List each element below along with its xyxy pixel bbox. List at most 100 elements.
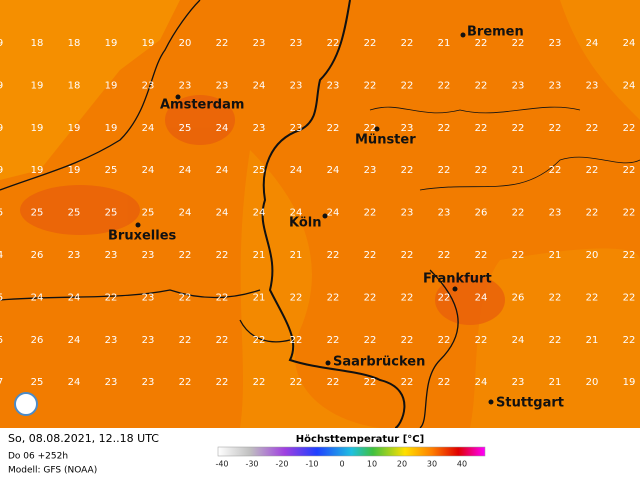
logo <box>14 392 38 416</box>
grid-value: 22 <box>253 377 266 388</box>
grid-value: 21 <box>290 250 303 261</box>
grid-value: 20 <box>179 38 192 49</box>
grid-value: 25 <box>68 208 81 219</box>
grid-value: 22 <box>253 335 266 346</box>
grid-value: 22 <box>401 38 414 49</box>
grid-value: 22 <box>290 335 303 346</box>
grid-value: 23 <box>253 38 266 49</box>
city-label: Münster <box>355 133 416 148</box>
grid-value: 23 <box>401 123 414 134</box>
grid-value: 25 <box>179 123 192 134</box>
grid-value: 22 <box>549 335 562 346</box>
grid-value: 5 <box>0 335 3 346</box>
grid-value: 23 <box>105 250 118 261</box>
grid-value: 23 <box>438 208 451 219</box>
grid-value: 23 <box>327 80 340 91</box>
grid-value: 24 <box>253 80 266 91</box>
legend-tick-label: 0 <box>339 460 344 469</box>
city-dot <box>374 126 380 132</box>
city-label: Bruxelles <box>108 229 177 244</box>
grid-value: 22 <box>475 80 488 91</box>
grid-value: 25 <box>105 165 118 176</box>
grid-value: 24 <box>623 80 636 91</box>
grid-value: 25 <box>253 165 266 176</box>
grid-value: 19 <box>105 38 118 49</box>
grid-value: 22 <box>179 292 192 303</box>
grid-value: 23 <box>216 80 229 91</box>
grid-value: 22 <box>438 377 451 388</box>
grid-value: 22 <box>475 38 488 49</box>
grid-value: 24 <box>142 165 155 176</box>
grid-value: 23 <box>142 80 155 91</box>
grid-value: 22 <box>327 335 340 346</box>
city-dot <box>488 399 494 405</box>
grid-value: 23 <box>253 123 266 134</box>
grid-value: 19 <box>68 165 81 176</box>
grid-value: 22 <box>438 250 451 261</box>
legend-title: Höchsttemperatur [°C] <box>296 434 424 445</box>
grid-value: 18 <box>68 38 81 49</box>
grid-value: 24 <box>475 292 488 303</box>
grid-value: 24 <box>290 165 303 176</box>
grid-value: 21 <box>512 165 525 176</box>
grid-value: 22 <box>327 38 340 49</box>
grid-value: 20 <box>586 250 599 261</box>
grid-value: 22 <box>586 165 599 176</box>
grid-value: 22 <box>401 335 414 346</box>
grid-value: 24 <box>142 123 155 134</box>
grid-value: 22 <box>364 292 377 303</box>
grid-value: 22 <box>512 123 525 134</box>
legend-tick-label: -40 <box>215 460 228 469</box>
grid-value: 22 <box>475 335 488 346</box>
grid-value: 21 <box>586 335 599 346</box>
grid-value: 22 <box>401 80 414 91</box>
grid-value: 22 <box>549 123 562 134</box>
city-dot <box>322 213 328 219</box>
grid-value: 19 <box>31 165 44 176</box>
grid-value: 22 <box>623 165 636 176</box>
grid-value: 24 <box>216 165 229 176</box>
grid-value: 24 <box>68 335 81 346</box>
grid-value: 24 <box>586 38 599 49</box>
grid-value: 22 <box>586 292 599 303</box>
grid-value: 24 <box>179 165 192 176</box>
grid-value: 22 <box>623 335 636 346</box>
footer-run: Do 06 +252h <box>8 452 68 462</box>
grid-value: 23 <box>142 292 155 303</box>
grid-value: 22 <box>216 377 229 388</box>
legend-tick-label: 10 <box>367 460 377 469</box>
grid-value: 23 <box>179 80 192 91</box>
footer-date: So, 08.08.2021, 12..18 UTC <box>8 432 159 445</box>
grid-value: 24 <box>327 208 340 219</box>
legend-tick-label: -20 <box>275 460 288 469</box>
grid-value: 21 <box>253 250 266 261</box>
city-dot <box>175 94 181 100</box>
grid-value: 22 <box>438 80 451 91</box>
grid-value: 22 <box>290 377 303 388</box>
grid-value: 25 <box>31 208 44 219</box>
grid-value: 7 <box>0 377 3 388</box>
grid-value: 24 <box>512 335 525 346</box>
grid-value: 24 <box>68 292 81 303</box>
grid-value: 24 <box>216 208 229 219</box>
grid-value: 22 <box>401 165 414 176</box>
grid-value: 22 <box>401 292 414 303</box>
grid-value: 19 <box>68 123 81 134</box>
grid-value: 22 <box>364 335 377 346</box>
grid-value: 21 <box>438 38 451 49</box>
grid-value: 23 <box>290 38 303 49</box>
grid-value: 22 <box>475 123 488 134</box>
city-dot <box>460 32 466 38</box>
grid-value: 19 <box>31 123 44 134</box>
grid-value: 22 <box>327 377 340 388</box>
grid-value: 19 <box>142 38 155 49</box>
grid-value: 23 <box>364 165 377 176</box>
grid-value: 19 <box>105 80 118 91</box>
grid-value: 22 <box>512 38 525 49</box>
temperature-areas <box>0 0 640 428</box>
grid-value: 23 <box>142 335 155 346</box>
grid-value: 24 <box>68 377 81 388</box>
city-dot <box>135 222 141 228</box>
grid-value: 26 <box>512 292 525 303</box>
grid-value: 23 <box>586 80 599 91</box>
